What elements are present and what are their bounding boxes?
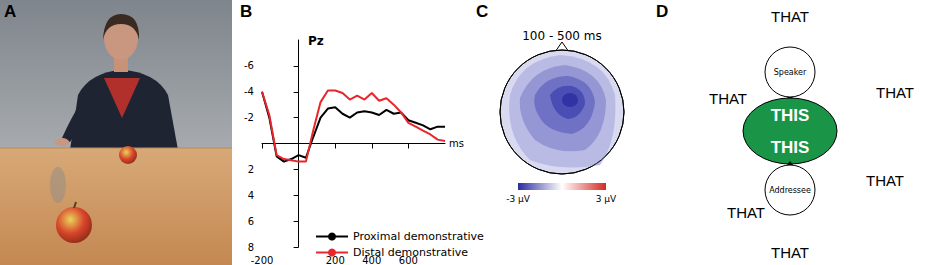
svg-text:600: 600 [398, 254, 418, 265]
svg-text:THAT: THAT [866, 172, 904, 189]
svg-text:-200: -200 [251, 255, 274, 265]
svg-text:-4: -4 [244, 86, 254, 97]
svg-text:-3 µV: -3 µV [506, 194, 531, 204]
svg-text:2: 2 [248, 164, 254, 175]
svg-text:Proximal demonstrative: Proximal demonstrative [353, 230, 484, 243]
svg-text:Addressee: Addressee [769, 186, 811, 195]
html-text:C: C [476, 2, 489, 21]
svg-text:ms: ms [449, 138, 464, 149]
svg-text:4: 4 [248, 190, 254, 201]
svg-text:THAT: THAT [771, 8, 809, 25]
svg-text:THIS: THIS [771, 106, 810, 125]
html-text:A: A [4, 2, 17, 21]
svg-text:-6: -6 [244, 60, 254, 71]
svg-text:THAT: THAT [727, 204, 765, 221]
html-text:D: D [656, 2, 669, 21]
html-text:B: B [240, 2, 253, 21]
svg-text:6: 6 [248, 216, 254, 227]
svg-text:Pz: Pz [308, 34, 324, 48]
svg-text:Distal demonstrative: Distal demonstrative [353, 246, 468, 259]
svg-text:8: 8 [248, 242, 254, 253]
svg-text:THAT: THAT [876, 84, 914, 101]
svg-text:Speaker: Speaker [774, 68, 807, 77]
svg-text:3 µV: 3 µV [596, 194, 617, 204]
svg-text:400: 400 [362, 254, 382, 265]
svg-text:THAT: THAT [709, 90, 747, 107]
svg-text:THIS: THIS [771, 138, 810, 157]
svg-text:100 - 500 ms: 100 - 500 ms [522, 29, 602, 43]
svg-text:THAT: THAT [771, 244, 809, 261]
svg-text:-2: -2 [244, 112, 254, 123]
svg-text:200: 200 [326, 255, 345, 265]
